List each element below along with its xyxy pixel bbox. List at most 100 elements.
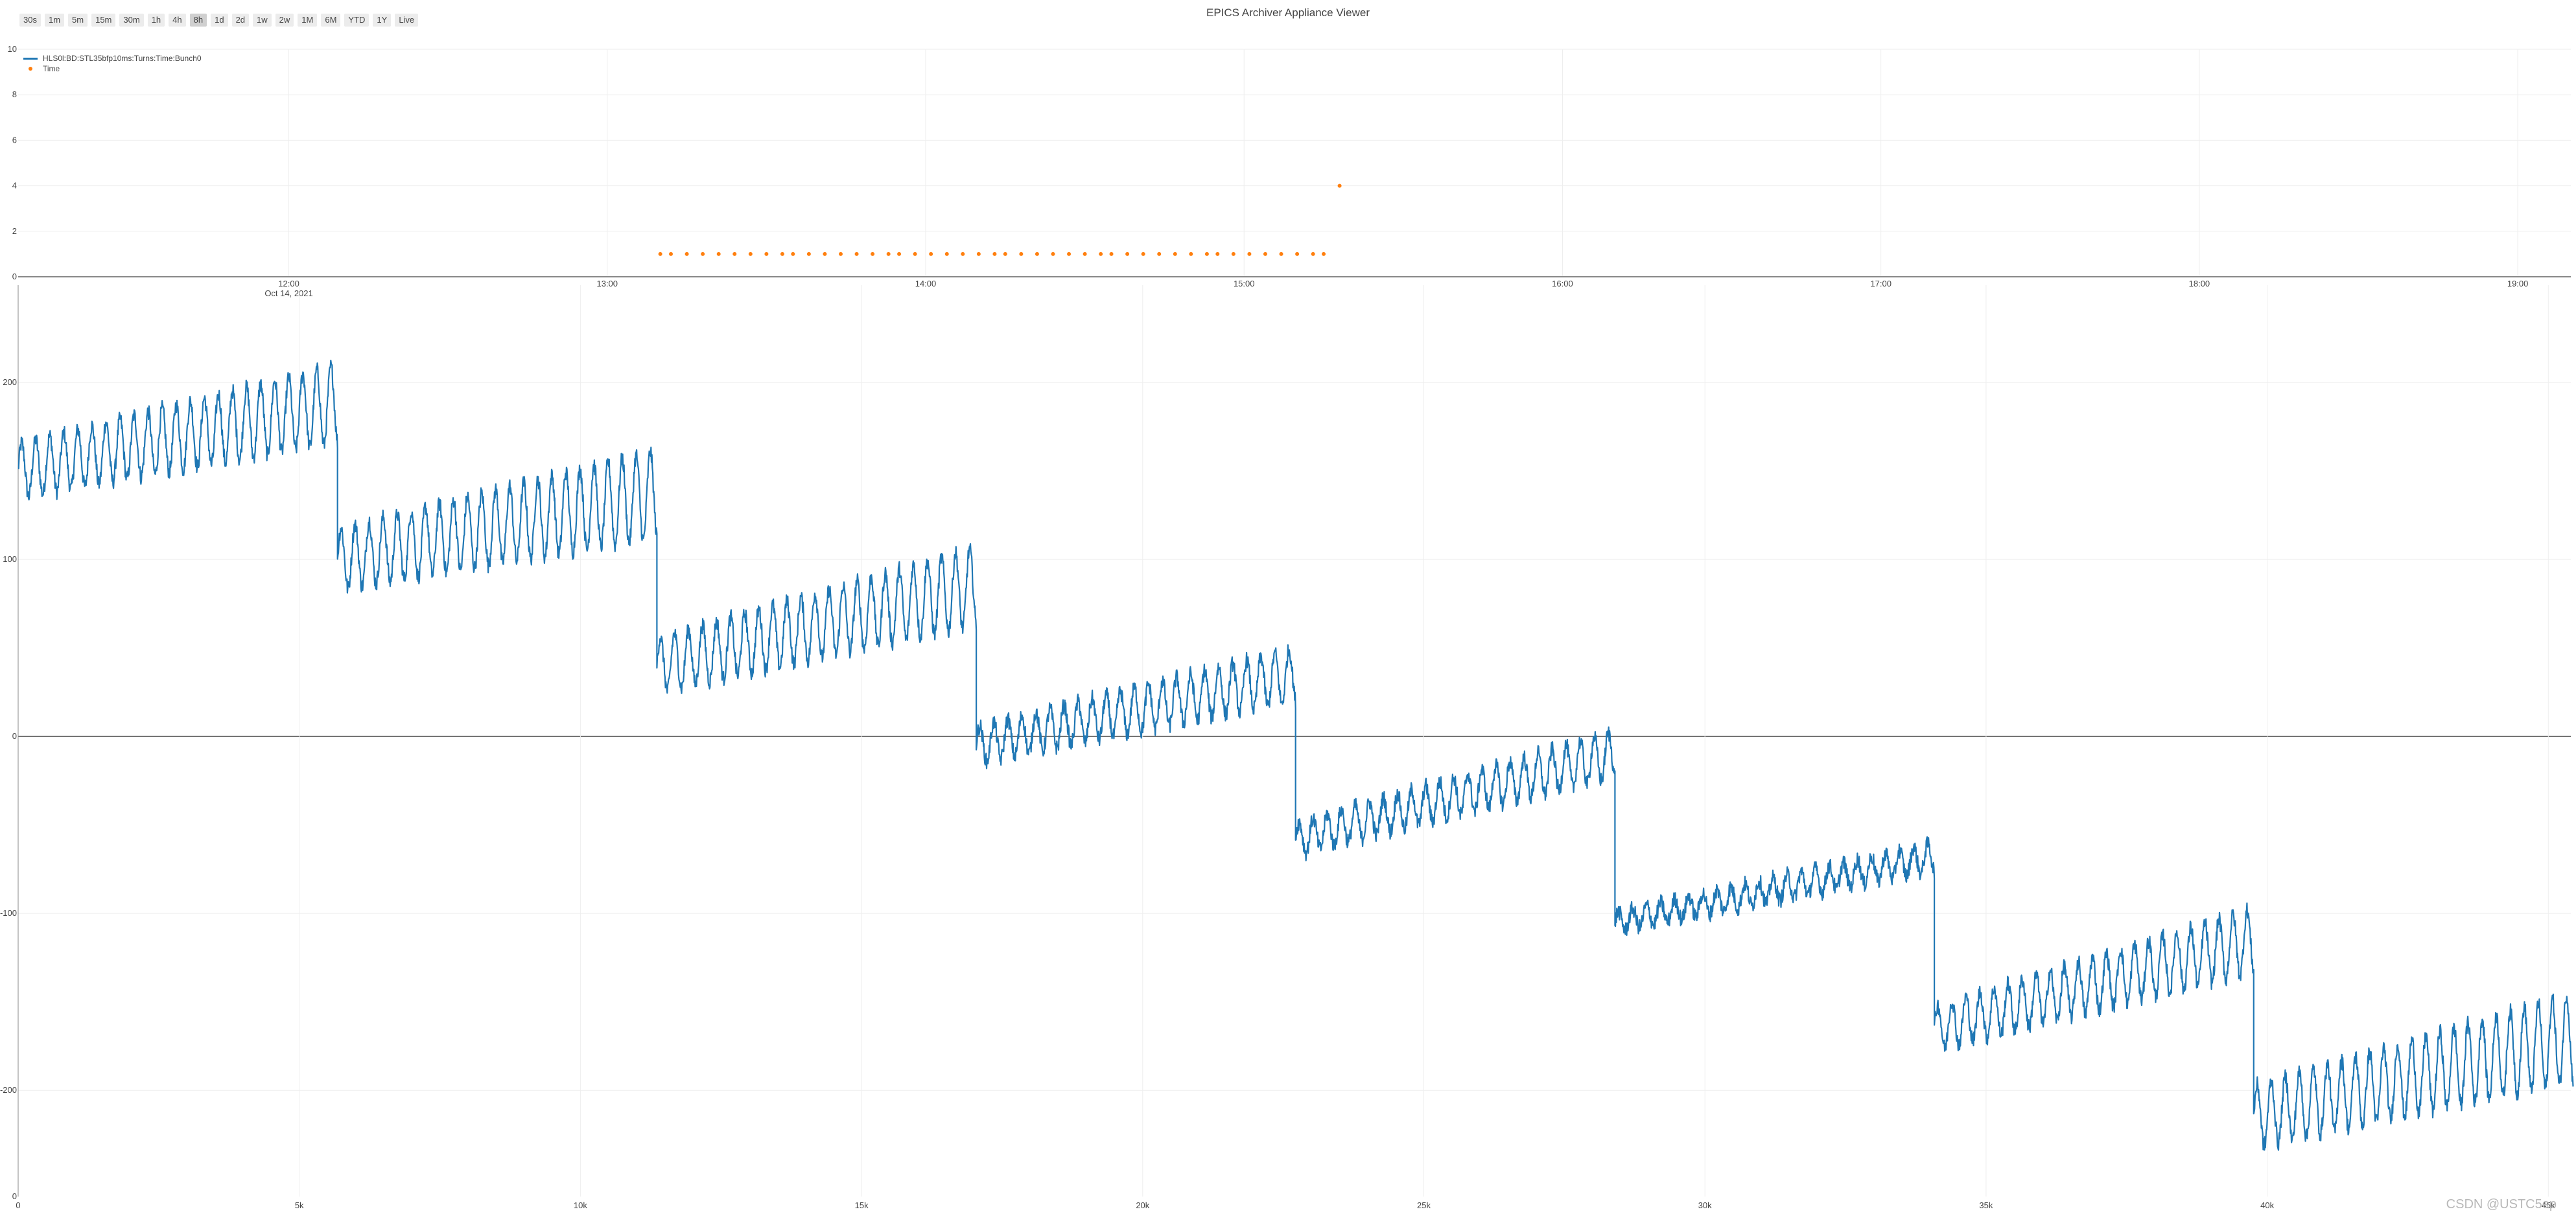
time-marker-point — [1035, 251, 1039, 256]
time-marker-point — [685, 251, 689, 256]
time-marker-point — [944, 251, 949, 256]
time-marker-point — [1204, 251, 1209, 256]
time-marker-point — [823, 251, 827, 256]
bottom-y-tick-label: 100 — [3, 554, 17, 564]
legend-marker-series-label: Time — [43, 64, 60, 73]
top-y-tick-label: 2 — [12, 226, 17, 236]
bottom-y-tick-label: -200 — [0, 1085, 17, 1095]
time-marker-point — [1337, 183, 1342, 188]
top-x-tick-label: 16:00 — [1552, 279, 1573, 288]
time-marker-point — [791, 251, 795, 256]
top-y-tick-label: 10 — [8, 44, 17, 54]
range-button-ytd[interactable]: YTD — [344, 14, 369, 27]
range-button-1y[interactable]: 1Y — [373, 14, 392, 27]
range-button-15m[interactable]: 15m — [91, 14, 116, 27]
time-marker-point — [1322, 251, 1326, 256]
time-marker-point — [748, 251, 753, 256]
time-marker-point — [806, 251, 811, 256]
bottom-x-tick-label: 10k — [574, 1200, 587, 1210]
range-button-2d[interactable]: 2d — [231, 14, 250, 27]
top-x-tick-label: 19:00 — [2507, 279, 2529, 288]
time-marker-point — [1231, 251, 1235, 256]
time-marker-point — [669, 251, 673, 256]
range-button-1m[interactable]: 1M — [298, 14, 318, 27]
top-x-date-label: Oct 14, 2021 — [264, 288, 312, 298]
top-x-tick-label: 17:00 — [1870, 279, 1891, 288]
legend: HLS0l:BD:STL35bfp10ms:Turns:Time:Bunch0 … — [23, 53, 202, 74]
bottom-x-tick-label: 45k — [2542, 1200, 2555, 1210]
time-marker-point — [886, 251, 891, 256]
time-marker-point — [1067, 251, 1071, 256]
time-marker-point — [658, 251, 662, 256]
bottom-y-tick-label: 200 — [3, 377, 17, 387]
time-marker-point — [839, 251, 843, 256]
time-marker-point — [1083, 251, 1087, 256]
range-button-6m[interactable]: 6M — [321, 14, 341, 27]
line-series-swatch-icon — [23, 57, 38, 60]
watermark: CSDN @USTC5ep — [2446, 1197, 2557, 1211]
bottom-y-tick-label: -100 — [0, 908, 17, 918]
time-marker-point — [1215, 251, 1220, 256]
legend-line-series-label: HLS0l:BD:STL35bfp10ms:Turns:Time:Bunch0 — [43, 54, 202, 63]
top-x-tick-label: 15:00 — [1234, 279, 1255, 288]
time-range-selector: 30s 1m 5m 15m 30m 1h 4h 8h 1d 2d 1w 2w 1M 6M YTD 1Y Live — [19, 14, 419, 27]
time-marker-point — [1263, 251, 1267, 256]
time-marker-point — [1157, 251, 1162, 256]
time-marker-point — [1141, 251, 1145, 256]
range-button-1m[interactable]: 1m — [44, 14, 65, 27]
time-marker-point — [1311, 251, 1315, 256]
time-marker-point — [732, 251, 737, 256]
time-marker-point — [1189, 251, 1193, 256]
bottom-x-tick-label: 40k — [2260, 1200, 2274, 1210]
top-y-tick-label: 6 — [12, 135, 17, 145]
top-y-tick-label: 8 — [12, 89, 17, 99]
page-title: EPICS Archiver Appliance Viewer — [1206, 6, 1370, 19]
range-button-live[interactable]: Live — [395, 14, 419, 27]
bottom-x-tick-label: 35k — [1979, 1200, 1993, 1210]
range-button-1h[interactable]: 1h — [147, 14, 165, 27]
range-button-1d[interactable]: 1d — [211, 14, 228, 27]
top-x-tick-label: 12:00 — [278, 279, 299, 288]
time-marker-point — [897, 251, 902, 256]
top-x-tick-label: 14:00 — [915, 279, 937, 288]
time-marker-point — [1099, 251, 1103, 256]
bottom-x-tick-label: 15k — [855, 1200, 869, 1210]
time-marker-point — [1109, 251, 1114, 256]
range-button-2w[interactable]: 2w — [275, 14, 294, 27]
time-marker-point — [871, 251, 875, 256]
bottom-y-tick-label: 0 — [12, 731, 17, 741]
marker-series-swatch-icon — [29, 67, 32, 71]
time-marker-point — [764, 251, 769, 256]
range-button-8h[interactable]: 8h — [189, 14, 207, 27]
time-marker-point — [1295, 251, 1300, 256]
bottom-x-tick-label: 0 — [16, 1200, 20, 1210]
time-marker-point — [780, 251, 784, 256]
legend-item-marker-series[interactable]: Time — [23, 64, 202, 74]
top-x-tick-label: 18:00 — [2189, 279, 2210, 288]
time-marker-point — [961, 251, 965, 256]
time-marker-point — [913, 251, 917, 256]
range-button-1w[interactable]: 1w — [253, 14, 272, 27]
time-marker-point — [716, 251, 721, 256]
time-marker-point — [1173, 251, 1177, 256]
time-marker-point — [976, 251, 981, 256]
time-marker-point — [1125, 251, 1130, 256]
top-x-tick-label: 13:00 — [596, 279, 618, 288]
time-marker-point — [854, 251, 859, 256]
time-marker-point — [992, 251, 997, 256]
range-button-5m[interactable]: 5m — [68, 14, 88, 27]
top-y-tick-label: 4 — [12, 181, 17, 191]
time-marker-point — [1051, 251, 1055, 256]
time-marker-point — [1019, 251, 1024, 256]
bottom-x-tick-label: 25k — [1417, 1200, 1431, 1210]
time-marker-point — [1247, 251, 1252, 256]
range-button-30s[interactable]: 30s — [19, 14, 41, 27]
bottom-y-origin-label: 0 — [12, 1191, 17, 1201]
legend-item-line-series[interactable]: HLS0l:BD:STL35bfp10ms:Turns:Time:Bunch0 — [23, 53, 202, 64]
range-button-4h[interactable]: 4h — [169, 14, 186, 27]
range-button-30m[interactable]: 30m — [119, 14, 144, 27]
time-marker-point — [1279, 251, 1283, 256]
bottom-x-tick-label: 30k — [1698, 1200, 1712, 1210]
